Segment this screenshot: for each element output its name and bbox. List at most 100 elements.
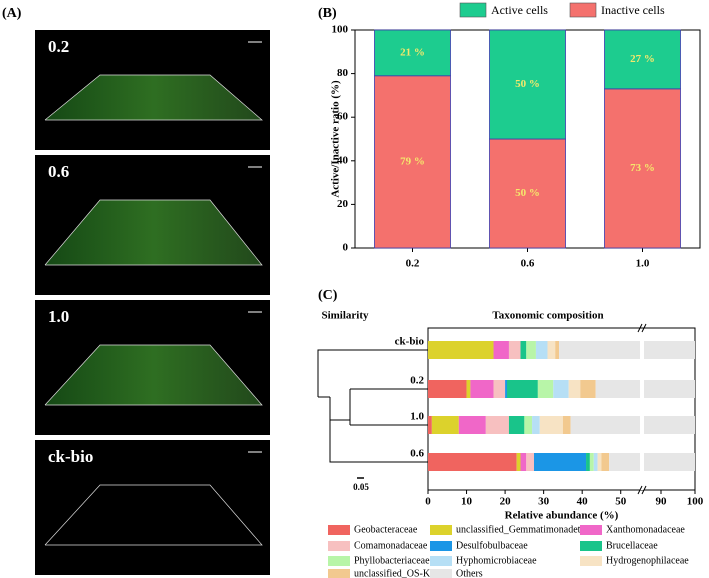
value-label: 21 %	[400, 46, 425, 58]
x-axis-label: Relative abundance (%)	[505, 510, 619, 522]
bar-segment	[562, 416, 571, 434]
bar-segment	[516, 453, 521, 471]
bar-segment	[489, 138, 566, 249]
legend-label: Brucellaceae	[606, 540, 658, 551]
frame-outline	[44, 74, 263, 121]
bar-segment	[526, 341, 536, 359]
image-label: 1.0	[48, 307, 69, 326]
cell-layer	[45, 75, 262, 120]
scale-label: 0.05	[353, 482, 369, 492]
x-tick-label: 100	[687, 496, 704, 508]
bar-segment	[507, 380, 538, 398]
legend-swatch	[569, 2, 597, 18]
bar-segment	[520, 453, 527, 471]
legend-swatch	[430, 556, 452, 566]
bar-segment	[374, 29, 451, 77]
plot-frame	[427, 327, 696, 491]
image-label: ck-bio	[48, 447, 93, 466]
bar-segment	[555, 341, 560, 359]
value-label: 50 %	[515, 187, 540, 199]
bar-segment	[535, 341, 548, 359]
value-label: 79 %	[400, 155, 425, 167]
legend-swatch	[430, 569, 452, 578]
axis-break-mark	[641, 485, 647, 495]
bar-segment	[553, 380, 569, 398]
cell-layer	[45, 345, 262, 405]
bar-segment	[505, 380, 508, 398]
x-tick-label: 0.2	[406, 258, 420, 270]
legend-label: Xanthomonadaceae	[606, 524, 685, 535]
legend-swatch	[580, 556, 602, 566]
y-tick-label: 0.6	[410, 448, 424, 460]
panel-label: (C)	[318, 288, 338, 303]
legend-label: Hyphomicrobiaceae	[456, 555, 537, 566]
legend-label: Hydrogenophilaceae	[606, 555, 689, 566]
legend-label: unclassified_OS-K	[354, 568, 431, 578]
legend-label: Inactive cells	[601, 3, 665, 17]
bar-segment	[568, 380, 581, 398]
legend-label: Comamonadaceae	[354, 540, 428, 551]
bar-segment	[532, 416, 540, 434]
axis-break-mark	[641, 323, 647, 333]
bar-segment	[428, 453, 517, 471]
axis-break-gap	[640, 329, 644, 490]
legend-label: Geobacteraceae	[354, 524, 418, 535]
cell-layer	[45, 200, 262, 265]
y-tick-label: 0	[343, 242, 349, 254]
bar-segment	[524, 416, 533, 434]
x-tick-label: 10	[461, 496, 473, 508]
bar-segment	[508, 416, 525, 434]
dendrogram-title: Similarity	[321, 310, 369, 322]
bar-segment	[458, 416, 486, 434]
legend-swatch	[459, 2, 487, 18]
y-axis-label: Active/Inactive ratio (%)	[330, 80, 342, 198]
bar-segment	[485, 416, 509, 434]
x-tick-label: 0	[425, 496, 431, 508]
y-tick-label: 40	[337, 154, 349, 166]
bar-segment	[547, 341, 556, 359]
bar-segment	[586, 453, 590, 471]
panel-label: (A)	[2, 6, 22, 21]
frame-outline	[44, 344, 263, 406]
legend-swatch	[580, 525, 602, 535]
legend-label: Active cells	[491, 3, 548, 17]
bar-segment	[493, 380, 506, 398]
bar-segment	[520, 341, 527, 359]
x-tick-label: 90	[656, 496, 668, 508]
bar-segment	[595, 380, 695, 398]
legend-label: Others	[456, 568, 483, 578]
value-label: 27 %	[630, 53, 655, 65]
x-tick-label: 30	[538, 496, 550, 508]
legend-swatch	[430, 541, 452, 551]
legend-swatch	[328, 525, 350, 535]
x-tick-label: 50	[615, 496, 627, 508]
image-label: 0.2	[48, 37, 69, 56]
bar-segment	[428, 380, 467, 398]
micrograph	[35, 440, 270, 575]
value-label: 73 %	[630, 162, 655, 174]
y-tick-label: ck-bio	[395, 336, 425, 348]
bar-segment	[431, 416, 459, 434]
legend-swatch	[328, 541, 350, 551]
bar-segment	[597, 453, 602, 471]
bar-segment	[604, 88, 681, 249]
bar-segment	[428, 341, 494, 359]
bar-segment	[428, 416, 432, 434]
bar-segment	[489, 29, 566, 140]
bar-segment	[526, 453, 534, 471]
x-tick-label: 1.0	[636, 258, 650, 270]
y-tick-label: 80	[337, 67, 349, 79]
frame-outline	[44, 484, 263, 546]
legend-label: unclassified_Gemmatimonadetes	[456, 524, 589, 535]
image-label: 0.6	[48, 162, 69, 181]
x-tick-label: 40	[577, 496, 589, 508]
bar-segment	[508, 341, 521, 359]
bar-segment	[580, 380, 596, 398]
axis-break-mark	[637, 323, 643, 333]
bar-segment	[559, 341, 695, 359]
y-tick-label: 60	[337, 111, 349, 123]
bar-segment	[374, 75, 451, 249]
legend-label: Phyllobacteriaceae	[354, 555, 430, 566]
x-tick-label: 20	[500, 496, 512, 508]
